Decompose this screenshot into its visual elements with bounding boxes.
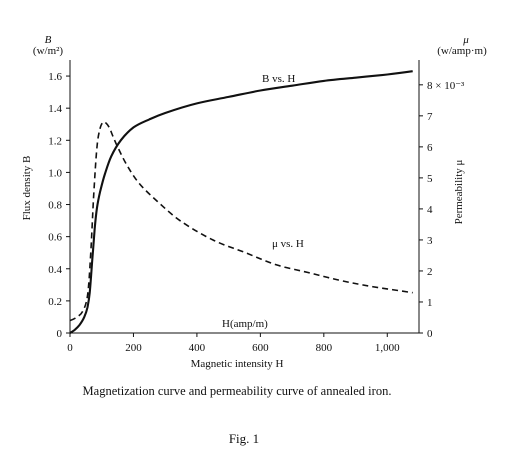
right-axis-title: Permeability μ <box>453 159 465 224</box>
right-tick-label: 8 × 10⁻³ <box>427 80 465 92</box>
left-tick-label: 0.2 <box>48 296 62 308</box>
right-tick-label: 7 <box>427 111 433 123</box>
left-tick-label: 0 <box>57 328 63 340</box>
right-tick-label: 3 <box>427 235 433 247</box>
right-tick-label: 1 <box>427 297 433 309</box>
x-unit-label: H(amp/m) <box>222 318 268 330</box>
ticks-layer: 0 200 400 600 800 1,000 0 0.2 0.4 0.6 0.8 1.0 1.2 1.4… <box>48 71 465 354</box>
figure-caption: Magnetization curve and permeability cur… <box>83 384 392 398</box>
right-tick-label: 4 <box>427 204 433 216</box>
series-layer <box>69 70 413 334</box>
left-tick-label: 0.6 <box>48 232 62 244</box>
figure-label: Fig. 1 <box>229 431 259 446</box>
left-tick-label: 1.2 <box>48 135 62 147</box>
left-axis-title: Flux density B <box>21 156 33 221</box>
right-axis-unit: (w/amp·m) <box>437 45 487 57</box>
right-tick-label: 6 <box>427 142 433 154</box>
x-tick-label: 800 <box>316 342 333 354</box>
left-tick-label: 1.0 <box>48 167 62 179</box>
left-tick-label: 1.4 <box>48 103 62 115</box>
x-axis-title: Magnetic intensity H <box>191 358 284 370</box>
left-axis-symbol: B <box>45 34 52 46</box>
x-tick-label: 400 <box>189 342 206 354</box>
x-tick-label: 1,000 <box>375 342 400 354</box>
mu-vs-h-curve <box>69 121 413 322</box>
series-label-mu: μ vs. H <box>272 238 304 250</box>
right-axis-symbol: μ <box>462 34 469 46</box>
right-tick-label: 0 <box>427 328 433 340</box>
x-tick-label: 600 <box>252 342 269 354</box>
b-vs-h-curve <box>69 70 413 334</box>
right-tick-label: 2 <box>427 266 433 278</box>
left-tick-label: 0.8 <box>48 200 62 212</box>
x-tick-label: 200 <box>125 342 142 354</box>
plot-frame <box>69 60 420 334</box>
left-tick-label: 0.4 <box>48 264 62 276</box>
left-axis-unit: (w/m²) <box>33 45 64 57</box>
series-label-b: B vs. H <box>262 73 295 85</box>
left-tick-label: 1.6 <box>48 71 62 83</box>
right-tick-label: 5 <box>427 173 433 185</box>
x-tick-label: 0 <box>67 342 73 354</box>
